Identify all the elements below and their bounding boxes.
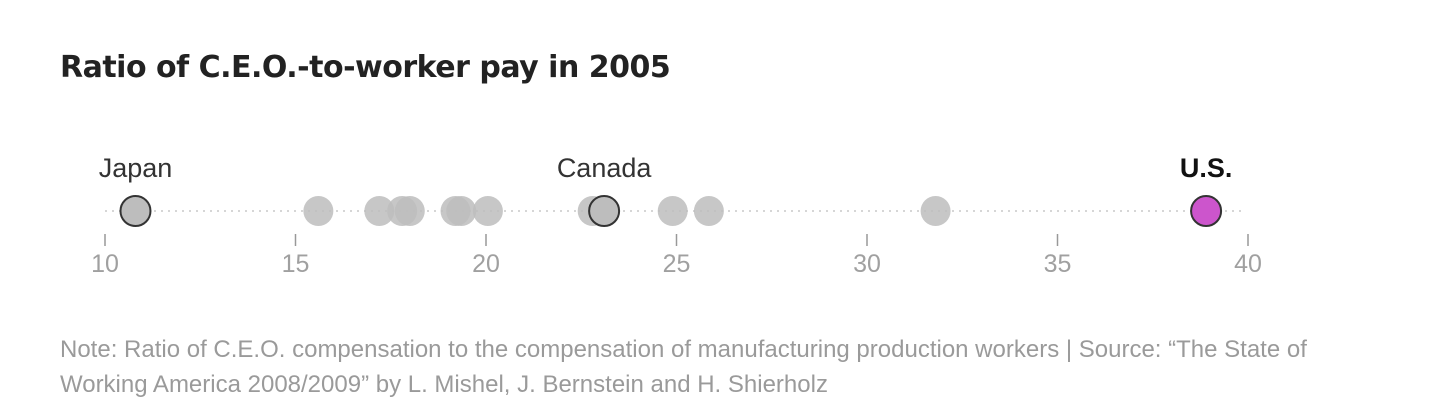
x-tick-label: 10 xyxy=(91,250,119,278)
x-tick-label: 25 xyxy=(663,250,691,278)
point-label: U.S. xyxy=(1180,153,1233,183)
chart-title: Ratio of C.E.O.-to-worker pay in 2005 xyxy=(60,50,671,85)
data-point xyxy=(394,196,425,226)
data-point-highlight xyxy=(1190,195,1223,227)
x-tick-label: 35 xyxy=(1044,250,1072,278)
x-tick-label: 20 xyxy=(472,250,500,278)
data-point xyxy=(693,196,724,226)
data-point xyxy=(920,196,951,226)
data-points xyxy=(119,195,1223,227)
chart-note: Note: Ratio of C.E.O. compensation to th… xyxy=(60,336,1307,398)
point-labels: Japan Canada U.S. xyxy=(99,153,1233,183)
x-tick-label: 40 xyxy=(1234,250,1262,278)
data-point xyxy=(657,196,688,226)
point-label: Canada xyxy=(557,153,653,183)
data-point-outlined xyxy=(588,195,621,227)
point-label: Japan xyxy=(99,153,173,183)
dot-plot-chart: 10 15 20 25 30 35 40 Japan Canada U.S. xyxy=(91,153,1262,278)
data-point-outlined xyxy=(119,195,152,227)
data-point xyxy=(472,196,503,226)
data-point xyxy=(446,196,477,226)
x-tick-label: 15 xyxy=(282,250,310,278)
x-tick-label: 30 xyxy=(853,250,881,278)
x-axis: 10 15 20 25 30 35 40 xyxy=(91,210,1262,278)
data-point xyxy=(303,196,334,226)
data-point xyxy=(364,196,395,226)
